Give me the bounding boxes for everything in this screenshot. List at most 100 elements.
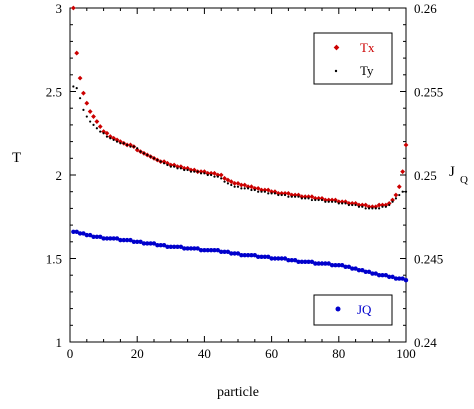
ty-point	[169, 165, 172, 168]
ty-point	[378, 207, 381, 210]
ty-point	[236, 185, 240, 188]
tx-point	[178, 164, 184, 170]
jq-point	[339, 262, 345, 268]
jq-point	[87, 232, 93, 238]
jq-point	[329, 262, 335, 268]
jq-point	[161, 242, 167, 248]
tx-point	[383, 202, 389, 208]
ty-point	[92, 123, 95, 126]
ty-point	[85, 115, 88, 118]
ty-point	[183, 168, 186, 172]
tx-point	[322, 197, 328, 203]
y-left-tick-label: 1	[56, 335, 63, 350]
ty-point	[112, 138, 115, 142]
tx-point	[111, 135, 117, 141]
jq-point	[205, 247, 210, 253]
ty-point	[317, 198, 320, 202]
ty-point	[374, 207, 377, 210]
jq-point	[148, 241, 153, 246]
jq-point	[192, 246, 197, 251]
ty-point	[320, 198, 324, 202]
y-right-tick-label: 0.25	[414, 168, 437, 183]
tx-point	[262, 187, 268, 193]
ty-point	[404, 190, 408, 193]
tx-point	[265, 187, 271, 193]
y-right-tick-label: 0.24	[414, 335, 437, 350]
ty-point	[109, 137, 112, 140]
tx-point	[359, 202, 365, 208]
tx-point	[272, 189, 278, 195]
ty-point	[102, 132, 105, 135]
jq-point	[353, 266, 358, 271]
jq-point	[346, 264, 352, 270]
jq-point	[326, 261, 331, 266]
tx-point	[366, 204, 372, 210]
tx-point	[77, 75, 83, 81]
ty-point	[132, 145, 135, 148]
ty-point	[267, 192, 270, 195]
legend-tx-label: Tx	[360, 40, 375, 55]
jq-point	[155, 242, 160, 248]
ty-point	[344, 202, 347, 205]
ty-point	[391, 200, 394, 203]
ty-point	[257, 190, 260, 193]
tx-point	[94, 119, 100, 124]
tx-point	[74, 50, 80, 56]
tx-point	[91, 114, 96, 119]
ty-point	[283, 193, 287, 197]
legend-bottom: JQ	[313, 294, 393, 326]
jq-point	[252, 252, 257, 258]
jq-point	[255, 254, 261, 260]
tx-point	[319, 195, 325, 201]
ty-point	[119, 142, 122, 145]
jq-point	[124, 237, 130, 243]
jq-point	[202, 247, 207, 253]
tx-point	[380, 202, 385, 208]
ty-point	[196, 170, 199, 173]
tx-point	[101, 129, 107, 134]
tx-point	[403, 142, 409, 148]
legend-ty-label: Ty	[360, 63, 374, 78]
tx-point	[235, 180, 241, 186]
y-left-tick-label: 3	[56, 1, 63, 16]
ty-point	[388, 203, 391, 207]
tx-point	[181, 165, 187, 171]
jq-point	[306, 259, 311, 265]
tx-point	[185, 165, 191, 171]
y-right-tick-label: 0.26	[414, 1, 437, 16]
jq-point	[370, 271, 375, 276]
tx-point	[363, 202, 369, 208]
ty-point	[394, 197, 398, 200]
legend-jq-marker	[335, 306, 341, 312]
tx-point	[390, 197, 395, 203]
jq-point	[282, 256, 288, 261]
jq-point	[114, 236, 120, 241]
jq-point	[360, 267, 365, 273]
y-axis-title-right: J	[449, 164, 455, 180]
jq-point	[131, 239, 137, 244]
jq-point	[188, 246, 194, 251]
jq-point	[239, 252, 244, 258]
jq-point	[232, 251, 237, 256]
axis-ticks	[69, 7, 407, 343]
ty-point	[381, 205, 384, 208]
ty-point	[179, 167, 182, 170]
ty-point	[364, 207, 367, 210]
jq-point	[135, 239, 140, 244]
jq-point	[195, 246, 200, 251]
jq-point	[208, 247, 214, 253]
jq-point	[397, 276, 402, 281]
jq-point	[262, 254, 268, 260]
ty-point	[310, 198, 314, 202]
ty-point	[371, 207, 374, 210]
jq-point	[84, 232, 90, 238]
tx-point	[87, 109, 93, 114]
tx-point	[97, 124, 103, 129]
ty-point	[273, 192, 277, 195]
jq-point	[118, 237, 123, 243]
jq-point	[336, 262, 341, 268]
y-left-tick-label: 2.5	[46, 85, 62, 100]
jq-point	[104, 236, 110, 241]
jq-point	[212, 247, 217, 253]
tx-point	[393, 192, 399, 198]
